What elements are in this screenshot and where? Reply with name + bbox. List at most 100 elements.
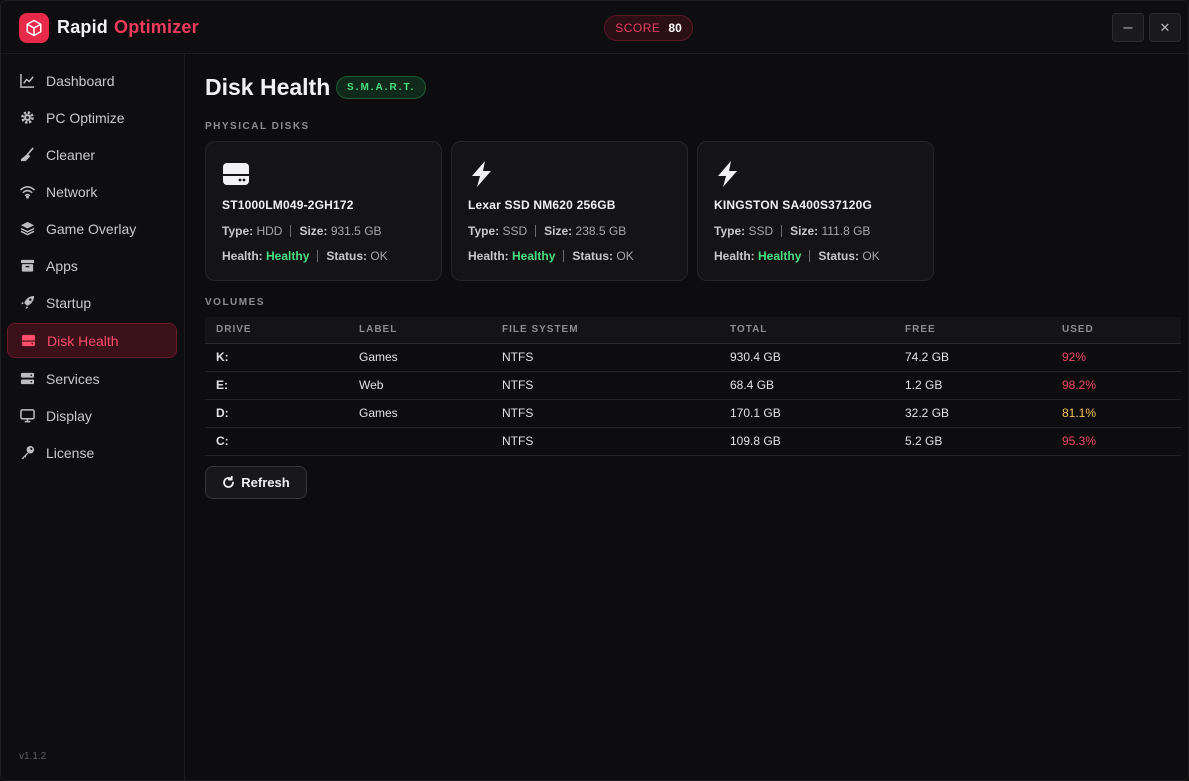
sidebar-item-label: Network xyxy=(46,183,98,200)
close-icon: ✕ xyxy=(1159,19,1171,35)
separator xyxy=(290,225,292,237)
cell-label: Games xyxy=(348,399,491,428)
cell-used: 81.1% xyxy=(1051,399,1181,428)
separator xyxy=(317,250,319,262)
close-button[interactable]: ✕ xyxy=(1149,13,1181,42)
cell-total: 109.8 GB xyxy=(719,427,894,456)
chart-line-icon xyxy=(19,73,35,89)
sidebar-item-label: License xyxy=(46,444,95,461)
cell-used: 98.2% xyxy=(1051,371,1181,400)
sidebar-item-pc-optimize[interactable]: PC Optimize xyxy=(7,100,177,135)
cell-free: 1.2 GB xyxy=(894,371,1051,400)
disk-card: Lexar SSD NM620 256GB Type: SSD Size: 238… xyxy=(451,141,688,281)
sidebar-item-startup[interactable]: Startup xyxy=(7,285,177,320)
sidebar-item-cleaner[interactable]: Cleaner xyxy=(7,137,177,172)
minimize-button[interactable]: – xyxy=(1112,13,1144,42)
smart-badge: S.M.A.R.T. xyxy=(336,76,427,99)
column-header-used: USED xyxy=(1051,317,1181,344)
cell-file-system: NTFS xyxy=(491,371,719,400)
status-label: Status: xyxy=(326,249,368,263)
table-row: D: Games NTFS 170.1 GB 32.2 GB 81.1% xyxy=(205,399,1181,428)
refresh-icon xyxy=(222,476,235,489)
table-row: C: NTFS 109.8 GB 5.2 GB 95.3% xyxy=(205,427,1181,456)
disk-size: 238.5 GB xyxy=(575,224,627,238)
refresh-button[interactable]: Refresh xyxy=(205,466,307,499)
disk-type-size: Type: HDD Size: 931.5 GB xyxy=(222,224,382,238)
cell-drive: K: xyxy=(205,343,348,372)
separator xyxy=(809,250,811,262)
sidebar-item-display[interactable]: Display xyxy=(7,398,177,433)
health-label: Health: xyxy=(468,249,509,263)
volumes-table: DRIVE LABEL FILE SYSTEM TOTAL FREE USED … xyxy=(205,317,1181,456)
sidebar-item-game-overlay[interactable]: Game Overlay xyxy=(7,211,177,246)
hard-drive-icon xyxy=(20,333,36,349)
sidebar-item-disk-health[interactable]: Disk Health xyxy=(7,323,177,358)
disk-health: Healthy xyxy=(512,249,556,263)
separator xyxy=(563,250,565,262)
disk-name: Lexar SSD NM620 256GB xyxy=(468,198,616,212)
page-title: Disk Health xyxy=(205,74,331,100)
lightning-icon xyxy=(714,160,742,188)
app-logo-icon xyxy=(19,13,49,43)
column-header-free: FREE xyxy=(894,317,1051,344)
cell-free: 74.2 GB xyxy=(894,343,1051,372)
size-label: Size: xyxy=(299,224,328,238)
sidebar-item-apps[interactable]: Apps xyxy=(7,248,177,283)
disk-name: ST1000LM049-2GH172 xyxy=(222,198,354,212)
type-label: Type: xyxy=(468,224,500,238)
cell-used: 92% xyxy=(1051,343,1181,372)
minimize-icon: – xyxy=(1123,18,1133,36)
lightning-icon xyxy=(468,160,496,188)
column-header-drive: DRIVE xyxy=(205,317,348,344)
disk-status: OK xyxy=(862,249,880,263)
health-label: Health: xyxy=(222,249,263,263)
table-header-row: DRIVE LABEL FILE SYSTEM TOTAL FREE USED xyxy=(205,317,1181,344)
disk-name: KINGSTON SA400S37120G xyxy=(714,198,873,212)
disk-type: HDD xyxy=(256,224,283,238)
column-header-total: TOTAL xyxy=(719,317,894,344)
app-title: Rapid Optimizer xyxy=(57,17,199,38)
sidebar-item-dashboard[interactable]: Dashboard xyxy=(7,63,177,98)
wifi-icon xyxy=(19,184,35,200)
disk-type-size: Type: SSD Size: 111.8 GB xyxy=(714,224,870,238)
cell-drive: C: xyxy=(205,427,348,456)
sidebar-item-label: Dashboard xyxy=(46,72,115,89)
table-row: E: Web NTFS 68.4 GB 1.2 GB 98.2% xyxy=(205,371,1181,400)
sidebar-item-services[interactable]: Services xyxy=(7,361,177,396)
app-title-part2: Optimizer xyxy=(114,17,199,37)
cell-file-system: NTFS xyxy=(491,427,719,456)
type-label: Type: xyxy=(714,224,746,238)
size-label: Size: xyxy=(544,224,573,238)
physical-disks-heading: PHYSICAL DISKS xyxy=(205,121,310,132)
refresh-label: Refresh xyxy=(241,475,290,490)
layers-icon xyxy=(19,221,35,237)
column-header-file-system: FILE SYSTEM xyxy=(491,317,719,344)
table-row: K: Games NTFS 930.4 GB 74.2 GB 92% xyxy=(205,343,1181,372)
disk-health-status: Health: Healthy Status: OK xyxy=(222,249,388,263)
title-bar: Rapid Optimizer SCORE 80 – ✕ xyxy=(1,1,1188,54)
sidebar-item-network[interactable]: Network xyxy=(7,174,177,209)
score-value: 80 xyxy=(668,21,682,35)
sidebar-item-label: Display xyxy=(46,407,92,424)
separator xyxy=(535,225,537,237)
archive-icon xyxy=(19,258,35,274)
type-label: Type: xyxy=(222,224,254,238)
status-label: Status: xyxy=(818,249,860,263)
separator xyxy=(781,225,783,237)
gear-icon xyxy=(19,110,35,126)
score-label: SCORE xyxy=(615,21,661,35)
sidebar-item-label: Apps xyxy=(46,257,78,274)
disk-card: KINGSTON SA400S37120G Type: SSD Size: 111… xyxy=(697,141,934,281)
cell-free: 32.2 GB xyxy=(894,399,1051,428)
cell-label: Web xyxy=(348,371,491,400)
column-header-label: LABEL xyxy=(348,317,491,344)
disk-health: Healthy xyxy=(266,249,310,263)
sidebar-item-license[interactable]: License xyxy=(7,435,177,470)
cell-used: 95.3% xyxy=(1051,427,1181,456)
hdd-icon xyxy=(222,160,250,188)
sidebar-item-label: Services xyxy=(46,370,100,387)
app-title-part1: Rapid xyxy=(57,17,109,37)
sidebar: Dashboard PC Optimize Cleaner Network Ga… xyxy=(1,54,185,780)
disk-type: SSD xyxy=(502,224,528,238)
